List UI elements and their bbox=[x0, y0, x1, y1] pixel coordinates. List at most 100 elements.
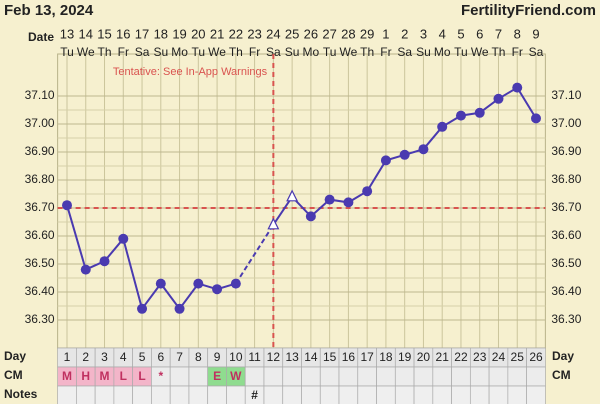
notes-cell bbox=[432, 385, 452, 404]
weekday-label: Su bbox=[153, 45, 168, 59]
temp-point bbox=[305, 211, 316, 222]
weekday-label: Mo bbox=[171, 45, 188, 59]
notes-cell bbox=[301, 385, 321, 404]
cm-value: M bbox=[100, 369, 110, 383]
notes-cell bbox=[357, 385, 377, 404]
cm-label: CM bbox=[4, 368, 23, 382]
notes-cell bbox=[169, 385, 190, 404]
days-value: 8 bbox=[195, 350, 202, 364]
weekday-label: Th bbox=[229, 45, 243, 59]
notes-cell bbox=[113, 385, 134, 404]
date-label: 4 bbox=[439, 26, 446, 41]
temp-point bbox=[343, 197, 354, 208]
temp-point bbox=[137, 303, 148, 314]
temp-point bbox=[474, 107, 485, 118]
temp-point bbox=[512, 82, 523, 93]
temp-point bbox=[531, 113, 541, 124]
date-label: 26 bbox=[304, 26, 318, 41]
days-value: 16 bbox=[342, 350, 356, 364]
cm-cell bbox=[301, 366, 321, 387]
cm-cell bbox=[451, 366, 471, 387]
cm-value: M bbox=[62, 369, 72, 383]
date-label: 3 bbox=[420, 26, 427, 41]
temp-point bbox=[399, 149, 410, 160]
days-value: 17 bbox=[360, 350, 374, 364]
chart-date: Feb 13, 2024 bbox=[4, 2, 94, 19]
notes-cell bbox=[526, 385, 546, 404]
date-label: 21 bbox=[210, 26, 224, 41]
cm-cell bbox=[244, 366, 265, 387]
date-label: 13 bbox=[60, 26, 74, 41]
y-tick-label-right: 36.40 bbox=[551, 284, 581, 298]
y-tick-label: 36.40 bbox=[25, 284, 55, 298]
day-label-right: Day bbox=[552, 349, 574, 363]
notes-cell bbox=[376, 385, 396, 404]
cm-label-right: CM bbox=[552, 368, 571, 382]
date-label: 18 bbox=[154, 26, 168, 41]
date-label: 7 bbox=[495, 26, 502, 41]
temp-point bbox=[324, 194, 335, 205]
annotation: Tentative: See In-App Warnings bbox=[113, 66, 268, 78]
date-label: 15 bbox=[97, 26, 111, 41]
y-tick-label: 36.90 bbox=[25, 144, 55, 158]
weekday-label: Sa bbox=[266, 45, 281, 59]
days-value: 6 bbox=[157, 350, 164, 364]
date-label: 27 bbox=[322, 26, 336, 41]
date-label: 8 bbox=[514, 26, 521, 41]
days-value: 1 bbox=[64, 350, 71, 364]
date-label: 6 bbox=[476, 26, 483, 41]
date-label: 25 bbox=[285, 26, 299, 41]
cm-cell bbox=[413, 366, 434, 387]
days-value: 4 bbox=[120, 350, 127, 364]
days-value: 20 bbox=[417, 350, 431, 364]
y-tick-label: 36.80 bbox=[25, 172, 55, 186]
y-tick-label-right: 37.00 bbox=[551, 116, 581, 130]
cm-value: L bbox=[120, 369, 127, 383]
days-value: 22 bbox=[454, 350, 468, 364]
notes-cell bbox=[394, 385, 415, 404]
y-tick-label-right: 37.10 bbox=[551, 88, 581, 102]
weekday-label: Th bbox=[491, 45, 505, 59]
cm-cell bbox=[394, 366, 415, 387]
temp-point bbox=[155, 278, 166, 289]
date-label: Date bbox=[28, 30, 54, 44]
temp-point bbox=[493, 93, 504, 104]
weekday-label: Sa bbox=[529, 45, 544, 59]
notes-cell bbox=[226, 385, 246, 404]
cm-cell bbox=[432, 366, 452, 387]
notes-cell bbox=[188, 385, 209, 404]
temp-point bbox=[80, 264, 91, 275]
notes-cell bbox=[76, 385, 96, 404]
days-value: 26 bbox=[529, 350, 543, 364]
notes-cell bbox=[57, 385, 77, 404]
cm-value: * bbox=[158, 369, 163, 383]
cm-cell bbox=[469, 366, 490, 387]
weekday-label: Su bbox=[416, 45, 431, 59]
temp-point bbox=[418, 144, 429, 155]
date-label: 24 bbox=[266, 26, 280, 41]
notes-cell bbox=[488, 385, 509, 404]
days-value: 14 bbox=[304, 350, 318, 364]
weekday-label: Fr bbox=[249, 45, 260, 59]
days-value: 24 bbox=[492, 350, 506, 364]
days-value: 5 bbox=[139, 350, 146, 364]
weekday-label: Fr bbox=[380, 45, 391, 59]
temp-point bbox=[437, 121, 448, 132]
notes-cell bbox=[319, 385, 340, 404]
weekday-label: Th bbox=[360, 45, 374, 59]
notes-cell bbox=[132, 385, 152, 404]
days-value: 10 bbox=[229, 350, 243, 364]
weekday-label: Sa bbox=[135, 45, 150, 59]
y-tick-label-right: 36.70 bbox=[551, 200, 581, 214]
date-label: 9 bbox=[532, 26, 539, 41]
cm-cell bbox=[376, 366, 396, 387]
date-label: 22 bbox=[229, 26, 243, 41]
cm-cell bbox=[188, 366, 209, 387]
date-label: 28 bbox=[341, 26, 355, 41]
days-value: 7 bbox=[176, 350, 183, 364]
weekday-label: Tu bbox=[323, 45, 337, 59]
date-label: 5 bbox=[457, 26, 464, 41]
temp-point bbox=[455, 110, 466, 121]
weekday-label: We bbox=[471, 45, 489, 59]
